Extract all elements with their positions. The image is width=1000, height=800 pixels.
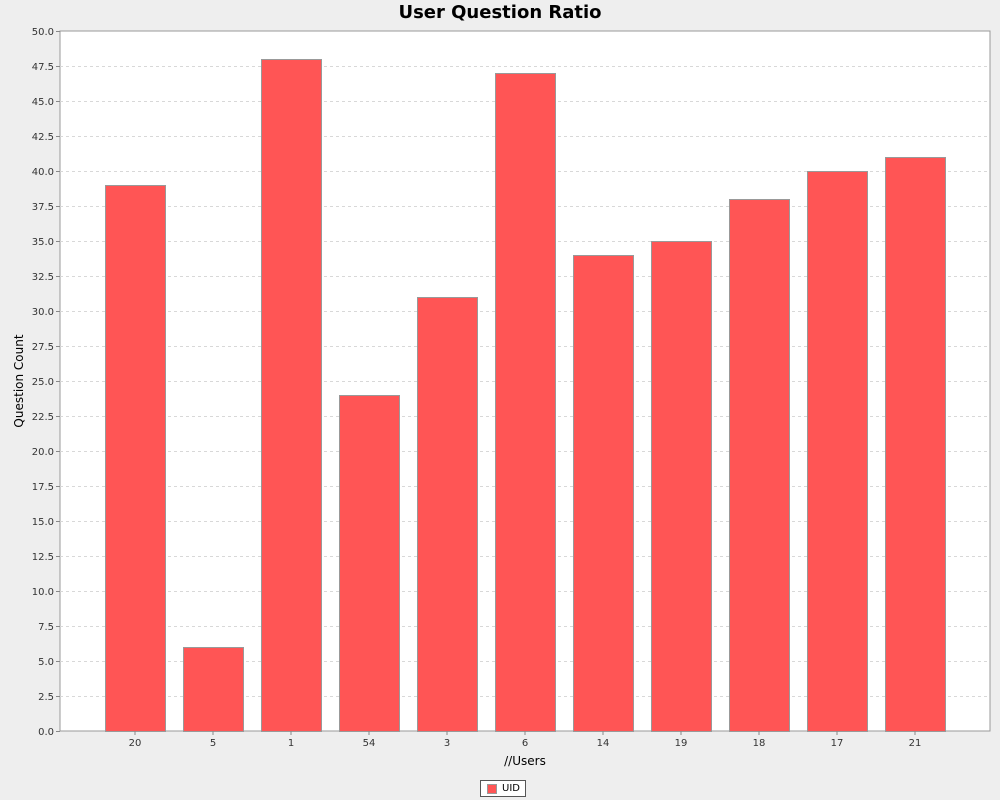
legend: UID [480,780,526,797]
bar-18 [729,199,790,732]
y-tick-label: 32.5 [32,272,54,283]
legend-swatch [487,783,497,794]
y-axis-label: Question Count [12,334,26,427]
y-tick-label: 45.0 [32,97,54,108]
y-tick-label: 40.0 [32,167,54,178]
bar-1 [261,59,322,732]
bar-14 [573,255,634,732]
axes: 0.0 2.5 5.0 7.5 10.0 12.5 15.0 17.5 20.0 22.5 25.0… [32,27,922,749]
y-tick-label: 35.0 [32,237,54,248]
y-tick-label: 17.5 [32,482,54,493]
y-tick-label: 25.0 [32,377,54,388]
y-tick-label: 15.0 [32,517,54,528]
x-tick-label: 20 [129,738,142,749]
bar-3 [417,297,478,732]
y-tick-label: 7.5 [38,622,54,633]
x-tick-label: 5 [210,738,216,749]
bar-17 [807,171,868,732]
x-tick-label: 21 [909,738,922,749]
chart-title: User Question Ratio [398,2,602,23]
x-tick-label: 14 [597,738,610,749]
y-tick-label: 5.0 [38,657,54,668]
bar-19 [651,241,712,732]
y-tick-label: 42.5 [32,132,54,143]
y-tick-label: 0.0 [38,727,54,738]
bar-21 [885,157,946,732]
x-tick-label: 17 [831,738,844,749]
bar-20 [105,185,166,732]
y-tick-label: 27.5 [32,342,54,353]
x-tick-label: 6 [522,738,528,749]
x-tick-label: 18 [753,738,766,749]
y-tick-label: 22.5 [32,412,54,423]
y-tick-label: 10.0 [32,587,54,598]
y-tick-label: 20.0 [32,447,54,458]
bar-6 [495,73,556,732]
y-tick-label: 12.5 [32,552,54,563]
bar-5 [183,647,244,732]
y-tick-label: 50.0 [32,27,54,38]
x-axis-label: //Users [504,754,546,768]
y-tick-label: 47.5 [32,62,54,73]
y-tick-label: 37.5 [32,202,54,213]
y-tick-label: 30.0 [32,307,54,318]
x-tick-label: 19 [675,738,688,749]
x-tick-label: 3 [444,738,450,749]
x-tick-label: 54 [363,738,376,749]
y-tick-label: 2.5 [38,692,54,703]
bar-54 [339,395,400,732]
x-tick-label: 1 [288,738,294,749]
legend-label: UID [502,783,520,794]
